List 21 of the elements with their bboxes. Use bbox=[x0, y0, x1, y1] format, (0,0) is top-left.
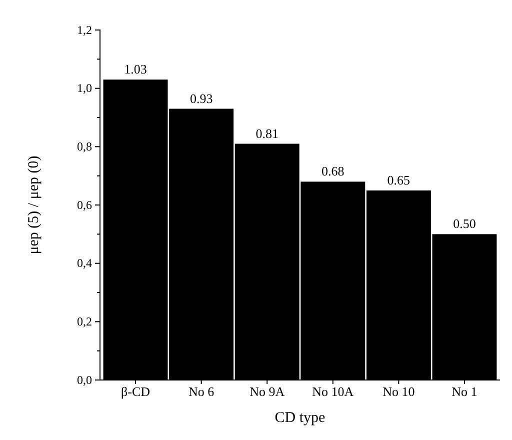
x-tick-label: No 10A bbox=[312, 384, 354, 400]
data-label: 0.68 bbox=[322, 164, 344, 179]
x-axis-title: CD type bbox=[274, 410, 326, 426]
x-tick-label: β-CD bbox=[121, 384, 150, 400]
y-tick-label: 0,8 bbox=[77, 140, 92, 154]
y-tick-label: 0,2 bbox=[77, 314, 92, 329]
x-tick-label: No 6 bbox=[188, 384, 215, 400]
y-tick-label: 1,2 bbox=[77, 22, 92, 37]
x-tick-label: No 10 bbox=[382, 384, 415, 400]
data-label: 1.03 bbox=[124, 62, 147, 77]
x-tick-label: No 1 bbox=[452, 384, 478, 400]
data-label: 0.50 bbox=[453, 216, 476, 232]
y-tick-label: 0,0 bbox=[77, 372, 92, 387]
data-label: 0.65 bbox=[387, 172, 410, 188]
y-tick-label: 1,0 bbox=[77, 81, 92, 96]
data-label: 0.93 bbox=[190, 90, 213, 106]
y-axis-title: μep (5) / μep (0) bbox=[26, 156, 42, 254]
x-tick-label: No 9A bbox=[250, 384, 286, 400]
y-tick-label: 0,6 bbox=[77, 198, 92, 212]
data-label: 0.81 bbox=[256, 126, 278, 141]
y-tick-label: 0,4 bbox=[77, 256, 92, 270]
